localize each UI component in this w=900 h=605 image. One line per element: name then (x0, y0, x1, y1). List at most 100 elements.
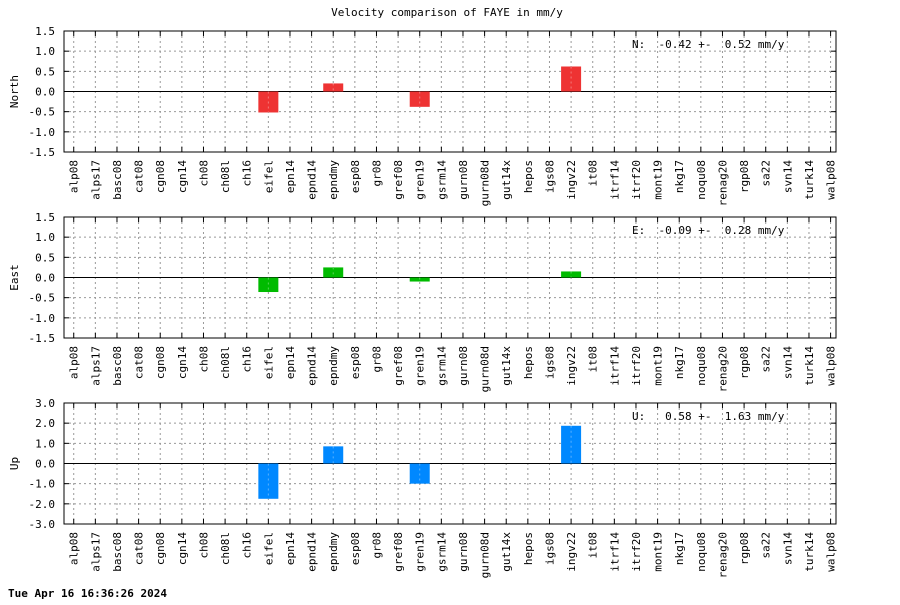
x-tick-label: cgn14 (176, 346, 189, 379)
x-tick-label: alp08 (68, 346, 81, 379)
x-tick-label: gref08 (392, 532, 405, 572)
bar-eifel (258, 91, 279, 113)
y-tick-label: 0.0 (35, 272, 55, 285)
stat-annotation: U: 0.58 +- 1.63 mm/y (632, 410, 785, 423)
x-tick-label: gref08 (392, 346, 405, 386)
x-tick-label: hepos (522, 160, 535, 193)
x-tick-label: epndmy (327, 160, 340, 200)
x-tick-label: esp08 (349, 532, 362, 565)
bar-eifel (258, 463, 279, 499)
x-tick-label: nkg17 (673, 160, 686, 193)
x-tick-label: alps17 (89, 346, 102, 386)
bar-gren19 (409, 463, 430, 484)
y-axis-label: East (8, 264, 21, 291)
x-tick-label: epndmy (327, 346, 340, 386)
y-tick-label: 0.5 (35, 65, 55, 78)
x-tick-label: esp08 (349, 346, 362, 379)
y-tick-label: -0.5 (29, 106, 56, 119)
x-tick-label: noqu08 (695, 160, 708, 200)
x-tick-label: ch08 (197, 160, 210, 187)
y-tick-label: -3.0 (29, 518, 56, 531)
y-tick-label: -1.5 (29, 146, 56, 159)
y-tick-label: 1.0 (35, 231, 55, 244)
x-tick-label: epnd14 (306, 346, 319, 386)
x-tick-label: cat08 (133, 346, 146, 379)
x-tick-label: gr08 (370, 532, 383, 559)
x-tick-label: sa22 (760, 532, 773, 559)
x-tick-label: renag20 (716, 346, 729, 392)
x-tick-label: igs08 (543, 532, 556, 565)
x-tick-label: svn14 (781, 346, 794, 379)
y-tick-label: 1.0 (35, 45, 55, 58)
x-tick-label: mont19 (652, 160, 665, 200)
x-tick-label: gurn08 (457, 532, 470, 572)
x-tick-label: eifel (262, 160, 275, 193)
x-tick-label: cgn08 (154, 532, 167, 565)
panel-north: -1.5 -1.0 -0.5 0.0 0.5 1.0 1.5 alp08 alps17 basc0… (8, 25, 838, 206)
x-tick-label: cat08 (133, 532, 146, 565)
x-tick-label: gut14x (500, 346, 513, 386)
x-tick-label: itrf20 (630, 346, 643, 386)
x-tick-label: turk14 (803, 346, 816, 386)
x-tick-label: epn14 (284, 160, 297, 193)
x-tick-label: epn14 (284, 346, 297, 379)
x-tick-label: turk14 (803, 160, 816, 200)
y-tick-label: -2.0 (29, 498, 56, 511)
x-tick-label: basc08 (111, 532, 124, 572)
x-tick-label: cgn14 (176, 532, 189, 565)
x-tick-label: gren19 (414, 346, 427, 386)
x-tick-label: gren19 (414, 160, 427, 200)
x-tick-label: noqu08 (695, 532, 708, 572)
x-tick-label: ch16 (241, 346, 254, 373)
x-tick-label: renag20 (716, 532, 729, 578)
x-tick-label: ingv22 (565, 160, 578, 200)
panel-east: -1.5 -1.0 -0.5 0.0 0.5 1.0 1.5 alp08 alps17 basc0… (8, 211, 838, 392)
x-tick-label: ch08l (219, 532, 232, 565)
x-tick-label: nkg17 (673, 346, 686, 379)
y-tick-label: 1.5 (35, 211, 55, 224)
x-tick-label: alps17 (89, 160, 102, 200)
x-tick-label: ch08 (197, 532, 210, 559)
y-tick-label: 1.0 (35, 437, 55, 450)
y-tick-label: 3.0 (35, 397, 55, 410)
x-tick-label: it08 (587, 346, 600, 373)
x-tick-label: alps17 (89, 532, 102, 572)
x-tick-label: gut14x (500, 160, 513, 200)
y-tick-label: 0.0 (35, 458, 55, 471)
x-tick-label: turk14 (803, 532, 816, 572)
x-tick-label: gurn08d (479, 160, 492, 206)
y-tick-label: -1.0 (29, 312, 56, 325)
x-tick-label: gurn08d (479, 346, 492, 392)
x-tick-label: gren19 (414, 532, 427, 572)
x-tick-label: gurn08 (457, 160, 470, 200)
y-tick-label: 0.0 (35, 86, 55, 99)
x-tick-label: basc08 (111, 160, 124, 200)
x-tick-label: walp08 (825, 532, 838, 572)
x-tick-label: hepos (522, 532, 535, 565)
bar-epndmy (323, 446, 344, 464)
x-tick-label: cgn08 (154, 160, 167, 193)
bar-ingv22 (561, 66, 582, 92)
x-tick-label: ch08l (219, 346, 232, 379)
x-tick-label: gref08 (392, 160, 405, 200)
x-tick-label: ch08l (219, 160, 232, 193)
bar-ingv22 (561, 271, 582, 278)
y-tick-label: -0.5 (29, 292, 56, 305)
x-tick-label: epn14 (284, 532, 297, 565)
x-tick-label: it08 (587, 160, 600, 187)
y-axis-label: Up (8, 457, 21, 470)
x-tick-label: eifel (262, 346, 275, 379)
x-tick-label: noqu08 (695, 346, 708, 386)
y-tick-label: 0.5 (35, 251, 55, 264)
x-tick-label: ch08 (197, 346, 210, 373)
x-tick-label: rgp08 (738, 346, 751, 379)
panel-up: -3.0 -2.0 -1.0 0.0 1.0 2.0 3.0 alp08 alps17 basc0… (8, 397, 838, 578)
x-tick-label: hepos (522, 346, 535, 379)
x-tick-label: esp08 (349, 160, 362, 193)
x-tick-label: cat08 (133, 160, 146, 193)
y-tick-label: 2.0 (35, 417, 55, 430)
x-tick-label: gsrm14 (435, 346, 448, 386)
y-tick-label: -1.0 (29, 126, 56, 139)
y-axis-label: North (8, 75, 21, 108)
